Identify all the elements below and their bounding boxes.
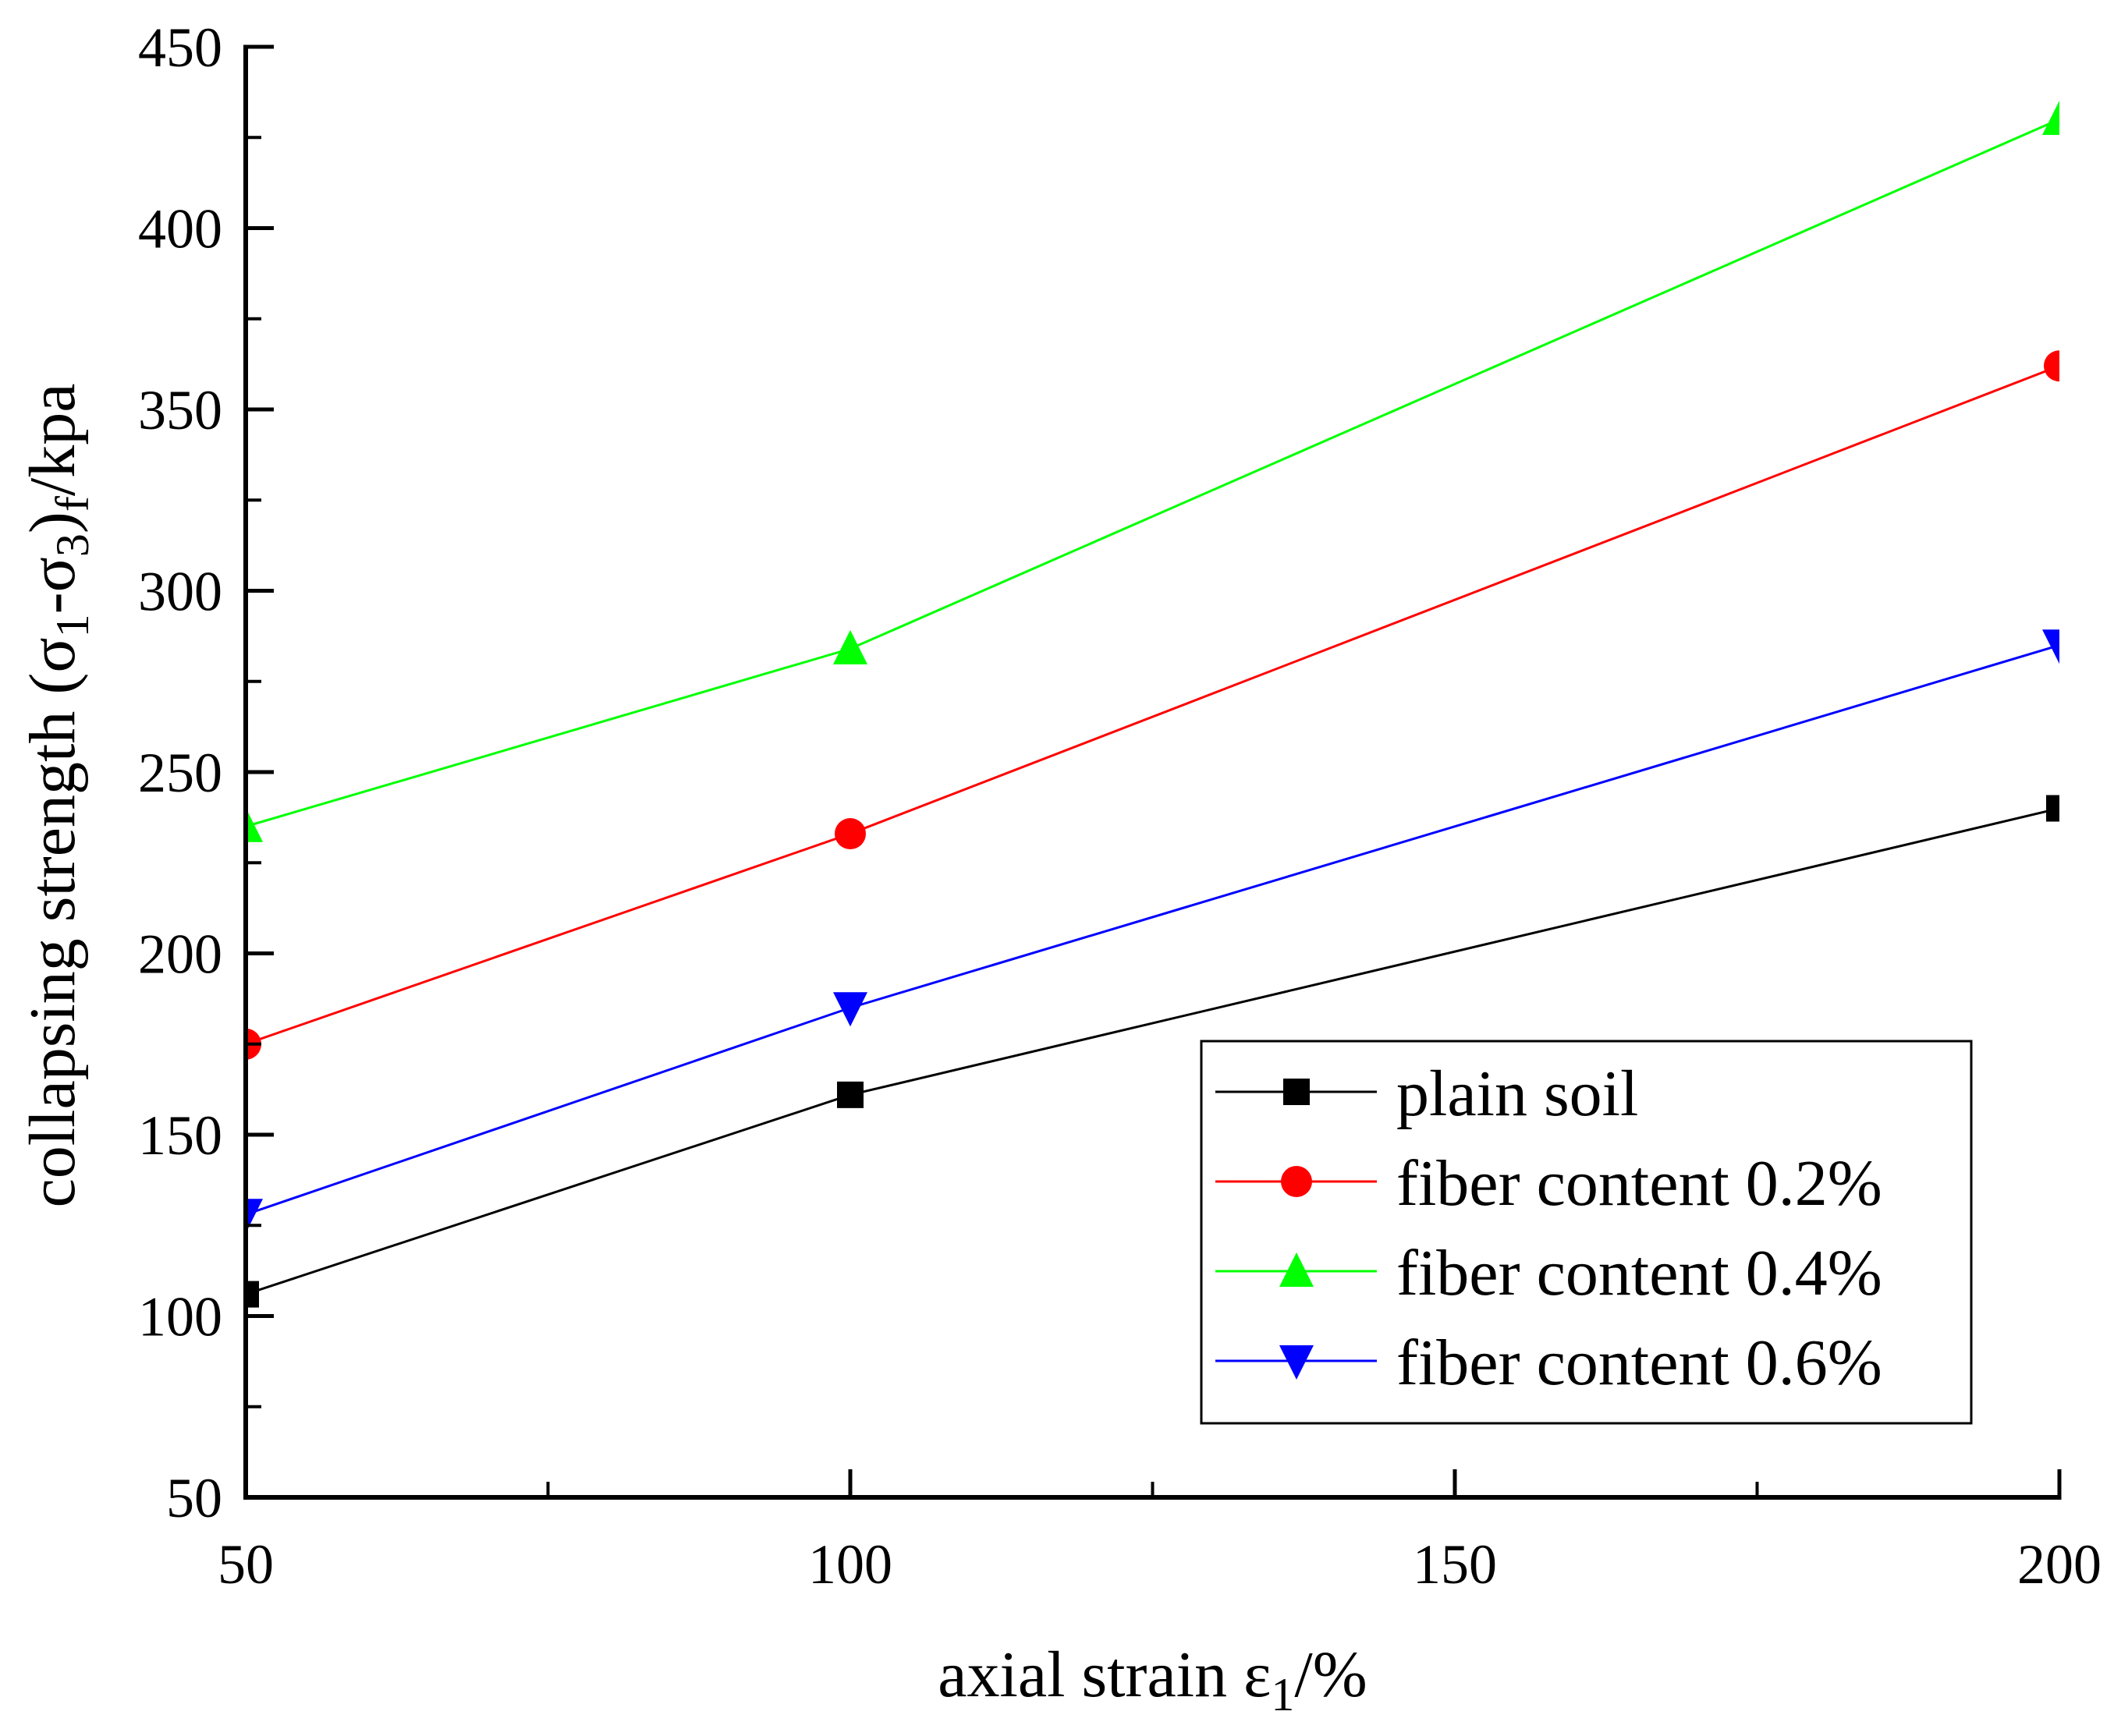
- legend-item: fiber content 0.6%: [1215, 1327, 1882, 1399]
- y-tick-label: 250: [138, 742, 222, 804]
- data-point: [833, 629, 867, 664]
- data-point: [835, 818, 866, 850]
- data-point: [833, 992, 867, 1027]
- data-point: [837, 1081, 864, 1108]
- y-tick-label: 50: [166, 1467, 222, 1529]
- legend-item: fiber content 0.4%: [1215, 1237, 1882, 1309]
- legend-label: fiber content 0.2%: [1396, 1147, 1882, 1220]
- legend-marker: [1279, 1345, 1314, 1380]
- y-tick-label: 400: [138, 198, 222, 260]
- y-tick-label: 350: [138, 379, 222, 441]
- legend-label: plain soil: [1396, 1058, 1638, 1130]
- x-tick-label: 50: [218, 1533, 274, 1596]
- y-tick-label: 150: [138, 1104, 222, 1167]
- series-line: [246, 118, 2059, 828]
- series-layer: [246, 101, 2059, 1308]
- data-point: [2042, 629, 2059, 664]
- legend-item: fiber content 0.2%: [1215, 1147, 1882, 1220]
- data-point: [2046, 795, 2059, 822]
- x-axis-title: axial strain ε1/%: [938, 1639, 1367, 1720]
- series-1: [246, 795, 2059, 1308]
- series-3: [246, 101, 2059, 842]
- series-2: [246, 350, 2059, 1060]
- legend-marker: [1283, 1079, 1310, 1105]
- legend-marker: [1281, 1166, 1312, 1197]
- data-point: [246, 807, 263, 842]
- y-axis-title: collapsing strength (σ1-σ3)f/kpa: [16, 383, 98, 1207]
- y-tick-label: 450: [138, 16, 222, 79]
- legend-label: fiber content 0.6%: [1396, 1327, 1882, 1399]
- ticks-layer: 50 100 150 200 250 300 350 400 450 50 100 150 200: [138, 16, 2102, 1596]
- legend: plain soil fiber content 0.2% fiber conten…: [1200, 1040, 1973, 1425]
- data-point: [2042, 101, 2059, 135]
- y-tick-label: 200: [138, 923, 222, 986]
- legend-box: [1200, 1040, 1973, 1425]
- data-point: [2044, 350, 2059, 382]
- x-tick-label: 150: [1413, 1533, 1497, 1596]
- legend-label: fiber content 0.4%: [1396, 1237, 1882, 1309]
- y-tick-label: 300: [138, 561, 222, 623]
- x-tick-label: 200: [2017, 1533, 2102, 1596]
- data-point: [246, 1281, 259, 1308]
- legend-marker: [1279, 1252, 1314, 1287]
- legend-item: plain soil: [1215, 1058, 1638, 1130]
- x-tick-label: 100: [808, 1533, 892, 1596]
- series-line: [246, 364, 2059, 1046]
- y-tick-label: 100: [138, 1286, 222, 1348]
